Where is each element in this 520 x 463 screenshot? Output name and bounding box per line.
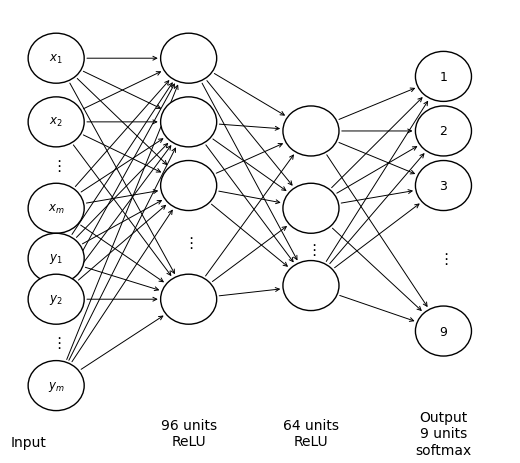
Text: $\vdots$: $\vdots$	[184, 235, 194, 251]
Text: 3: 3	[439, 180, 447, 193]
Text: $x_m$: $x_m$	[48, 202, 64, 215]
Text: $x_1$: $x_1$	[49, 52, 63, 66]
Text: $\vdots$: $\vdots$	[51, 158, 61, 174]
Text: $y_1$: $y_1$	[49, 252, 63, 266]
Circle shape	[415, 161, 472, 211]
Text: $\vdots$: $\vdots$	[51, 335, 61, 350]
Circle shape	[28, 98, 84, 148]
Circle shape	[283, 106, 339, 156]
Circle shape	[161, 98, 217, 148]
Circle shape	[161, 161, 217, 211]
Circle shape	[415, 307, 472, 357]
Text: Output
9 units
softmax: Output 9 units softmax	[415, 410, 472, 457]
Text: $x_2$: $x_2$	[49, 116, 63, 129]
Circle shape	[415, 106, 472, 156]
Text: $y_2$: $y_2$	[49, 293, 63, 307]
Text: 2: 2	[439, 125, 447, 138]
Text: $\vdots$: $\vdots$	[306, 242, 316, 257]
Text: 9: 9	[439, 325, 447, 338]
Circle shape	[283, 184, 339, 234]
Circle shape	[161, 275, 217, 325]
Circle shape	[28, 361, 84, 411]
Text: 96 units
ReLU: 96 units ReLU	[161, 419, 217, 449]
Text: $\vdots$: $\vdots$	[438, 251, 449, 267]
Text: 64 units
ReLU: 64 units ReLU	[283, 419, 339, 449]
Circle shape	[28, 34, 84, 84]
Circle shape	[415, 52, 472, 102]
Circle shape	[161, 34, 217, 84]
Circle shape	[28, 275, 84, 325]
Text: Input: Input	[10, 435, 46, 449]
Circle shape	[28, 184, 84, 234]
Text: 1: 1	[439, 71, 447, 84]
Circle shape	[28, 234, 84, 284]
Circle shape	[283, 261, 339, 311]
Text: $y_m$: $y_m$	[48, 379, 64, 393]
